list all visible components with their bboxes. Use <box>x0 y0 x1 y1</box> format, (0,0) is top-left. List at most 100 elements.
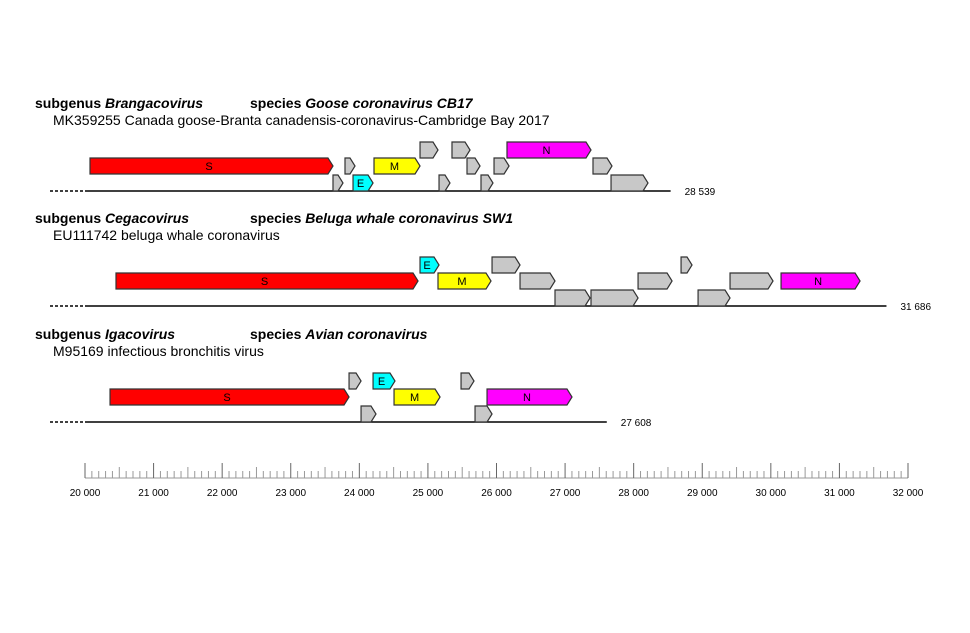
gene-arrow <box>780 272 861 290</box>
gene-M: M <box>393 388 441 406</box>
gene-M: M <box>437 272 492 290</box>
gene-arrow <box>438 174 451 192</box>
tick-label: 29 000 <box>687 488 718 499</box>
subgenus-name: Igacovirus <box>105 326 175 342</box>
gene-E: E <box>372 372 396 390</box>
gene-orf <box>460 372 475 390</box>
gene-arrow <box>89 157 334 175</box>
accession-description: EU111742 beluga whale coronavirus <box>53 227 280 243</box>
gene-orf <box>637 272 673 290</box>
gene-arrow <box>437 272 492 290</box>
gene-orf <box>592 157 613 175</box>
species-name: Avian coronavirus <box>304 326 427 342</box>
species-prefix: species <box>250 95 305 111</box>
tick-label: 32 000 <box>893 488 924 499</box>
genome-length-label: 27 608 <box>621 418 652 429</box>
gene-arrow <box>486 388 573 406</box>
gene-label: N <box>523 392 531 404</box>
gene-arrow <box>697 289 731 307</box>
gene-orf <box>697 289 731 307</box>
tick-label: 25 000 <box>413 488 444 499</box>
gene-label: E <box>423 260 430 272</box>
gene-arrow <box>592 157 613 175</box>
gene-M: M <box>373 157 421 175</box>
gene-arrow <box>491 256 521 274</box>
gene-orf <box>493 157 510 175</box>
species-prefix: species <box>250 326 305 342</box>
gene-orf <box>451 141 471 159</box>
gene-orf <box>474 405 493 423</box>
gene-S: S <box>109 388 350 406</box>
gene-arrow <box>419 256 440 274</box>
tick-label: 27 000 <box>550 488 581 499</box>
gene-orf <box>554 289 591 307</box>
gene-orf <box>419 141 439 159</box>
tick-label: 21 000 <box>138 488 169 499</box>
gene-orf <box>680 256 693 274</box>
gene-orf <box>344 157 356 175</box>
gene-arrow <box>451 141 471 159</box>
gene-arrow <box>554 289 591 307</box>
gene-label: S <box>205 161 212 173</box>
genome-track: subgenus Igacovirus species Avian coronav… <box>35 326 652 429</box>
tick-label: 23 000 <box>275 488 306 499</box>
gene-arrow <box>419 141 439 159</box>
gene-label: M <box>390 161 399 173</box>
accession-description: M95169 infectious bronchitis virus <box>53 343 264 359</box>
gene-arrow <box>610 174 649 192</box>
gene-orf <box>729 272 774 290</box>
gene-label: S <box>261 276 268 288</box>
gene-arrow <box>680 256 693 274</box>
species-title: species Goose coronavirus CB17 <box>250 95 474 111</box>
genome-length-label: 31 686 <box>900 302 931 313</box>
scale-axis: 20 000 21 000 22 000 23 000 24 000 25 000 26 0… <box>70 463 924 499</box>
gene-arrow <box>332 174 344 192</box>
tick-label: 30 000 <box>756 488 787 499</box>
gene-arrow <box>352 174 374 192</box>
gene-label: N <box>543 145 551 157</box>
gene-arrow <box>637 272 673 290</box>
gene-orf <box>466 157 481 175</box>
gene-arrow <box>372 372 396 390</box>
gene-arrow <box>474 405 493 423</box>
gene-N: N <box>780 272 861 290</box>
species-title: species Beluga whale coronavirus SW1 <box>250 210 513 226</box>
gene-E: E <box>352 174 374 192</box>
gene-arrow <box>348 372 362 390</box>
gene-orf <box>480 174 494 192</box>
track-title: subgenus Brangacovirus <box>35 95 203 111</box>
species-prefix: species <box>250 210 305 226</box>
gene-orf <box>491 256 521 274</box>
tick-label: 22 000 <box>207 488 238 499</box>
species-title: species Avian coronavirus <box>250 326 428 342</box>
track-title: subgenus Cegacovirus <box>35 210 189 226</box>
gene-label: N <box>814 276 822 288</box>
gene-orf <box>332 174 344 192</box>
gene-orf <box>519 272 556 290</box>
gene-label: S <box>223 392 230 404</box>
tick-label: 28 000 <box>618 488 649 499</box>
gene-arrow <box>466 157 481 175</box>
genome-length-label: 28 539 <box>685 187 716 198</box>
gene-arrow <box>493 157 510 175</box>
subgenus-prefix: subgenus <box>35 210 105 226</box>
gene-orf <box>438 174 451 192</box>
gene-E: E <box>419 256 440 274</box>
gene-label: E <box>378 376 385 388</box>
subgenus-name: Brangacovirus <box>105 95 203 111</box>
species-name: Beluga whale coronavirus SW1 <box>305 210 513 226</box>
subgenus-name: Cegacovirus <box>105 210 189 226</box>
gene-arrow <box>344 157 356 175</box>
accession-description: MK359255 Canada goose-Branta canadensis-… <box>53 112 550 128</box>
tick-label: 20 000 <box>70 488 101 499</box>
gene-orf <box>348 372 362 390</box>
genome-track: subgenus Brangacovirus species Goose coro… <box>35 95 716 198</box>
gene-S: S <box>89 157 334 175</box>
gene-arrow <box>360 405 377 423</box>
subgenus-prefix: subgenus <box>35 95 105 111</box>
gene-N: N <box>506 141 592 159</box>
genome-track: subgenus Cegacovirus species Beluga whale… <box>35 210 931 313</box>
gene-arrow <box>115 272 419 290</box>
gene-orf <box>360 405 377 423</box>
